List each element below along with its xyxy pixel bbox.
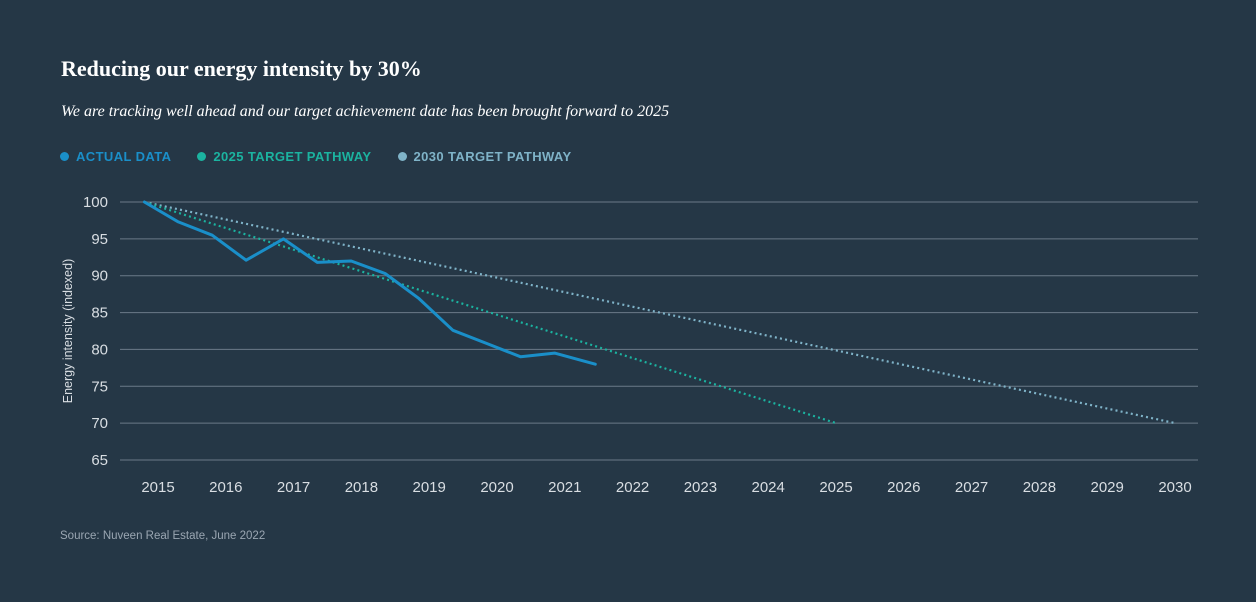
series-2025-target-pathway bbox=[144, 200, 837, 425]
x-tick-label: 2022 bbox=[616, 479, 649, 496]
x-tick-label: 2023 bbox=[684, 479, 717, 496]
legend-dot-2030-target bbox=[397, 152, 407, 161]
y-tick-label: 65 bbox=[91, 452, 108, 469]
y-tick-label: 80 bbox=[91, 341, 108, 358]
x-tick-label: 2026 bbox=[887, 479, 920, 496]
x-tick-label: 2020 bbox=[480, 479, 513, 496]
x-tick-label: 2018 bbox=[345, 479, 378, 496]
x-tick-label: 2015 bbox=[141, 479, 174, 496]
legend-item-2025-target: 2025 TARGET PATHWAY bbox=[197, 149, 371, 164]
legend: ACTUAL DATA 2025 TARGET PATHWAY 2030 TAR… bbox=[60, 149, 598, 164]
y-tick-label: 90 bbox=[91, 268, 108, 285]
chart-title: Reducing our energy intensity by 30% bbox=[61, 56, 422, 81]
y-tick-label: 100 bbox=[83, 194, 108, 211]
y-tick-label: 70 bbox=[91, 415, 108, 432]
series-layer bbox=[142, 200, 1176, 425]
series-actual-data bbox=[142, 200, 597, 366]
legend-item-2030-target: 2030 TARGET PATHWAY bbox=[397, 149, 572, 164]
legend-dot-actual bbox=[60, 152, 69, 161]
x-tick-label: 2028 bbox=[1023, 479, 1056, 496]
legend-item-actual: ACTUAL DATA bbox=[60, 149, 171, 164]
legend-label-2030-target: 2030 TARGET PATHWAY bbox=[413, 149, 572, 164]
legend-dot-2025-target bbox=[197, 152, 207, 161]
y-tick-label: 85 bbox=[91, 305, 108, 322]
chart-subtitle: We are tracking well ahead and our targe… bbox=[61, 103, 670, 120]
x-tick-label: 2021 bbox=[548, 479, 581, 496]
x-tick-label: 2017 bbox=[277, 479, 310, 496]
source-note: Source: Nuveen Real Estate, June 2022 bbox=[60, 530, 266, 542]
x-tick-label: 2016 bbox=[209, 479, 242, 496]
legend-label-actual: ACTUAL DATA bbox=[76, 149, 172, 164]
x-tick-label: 2027 bbox=[955, 479, 988, 496]
grid-layer bbox=[120, 201, 1198, 461]
y-axis-label: Energy intensity (indexed) bbox=[61, 259, 75, 404]
x-tick-label: 2029 bbox=[1091, 479, 1124, 496]
y-tick-label: 75 bbox=[91, 378, 108, 395]
legend-label-2025-target: 2025 TARGET PATHWAY bbox=[213, 149, 372, 164]
x-tick-label: 2030 bbox=[1158, 479, 1191, 496]
x-tick-label: 2025 bbox=[819, 479, 852, 496]
x-tick-label: 2024 bbox=[752, 479, 785, 496]
tick-layer: 100 95 90 85 80 75 70 65 2015 2016 2017 2018 2019 202… bbox=[83, 194, 1192, 496]
x-tick-label: 2019 bbox=[413, 479, 446, 496]
y-tick-label: 95 bbox=[91, 231, 108, 248]
series-2030-target-pathway bbox=[144, 200, 1176, 425]
